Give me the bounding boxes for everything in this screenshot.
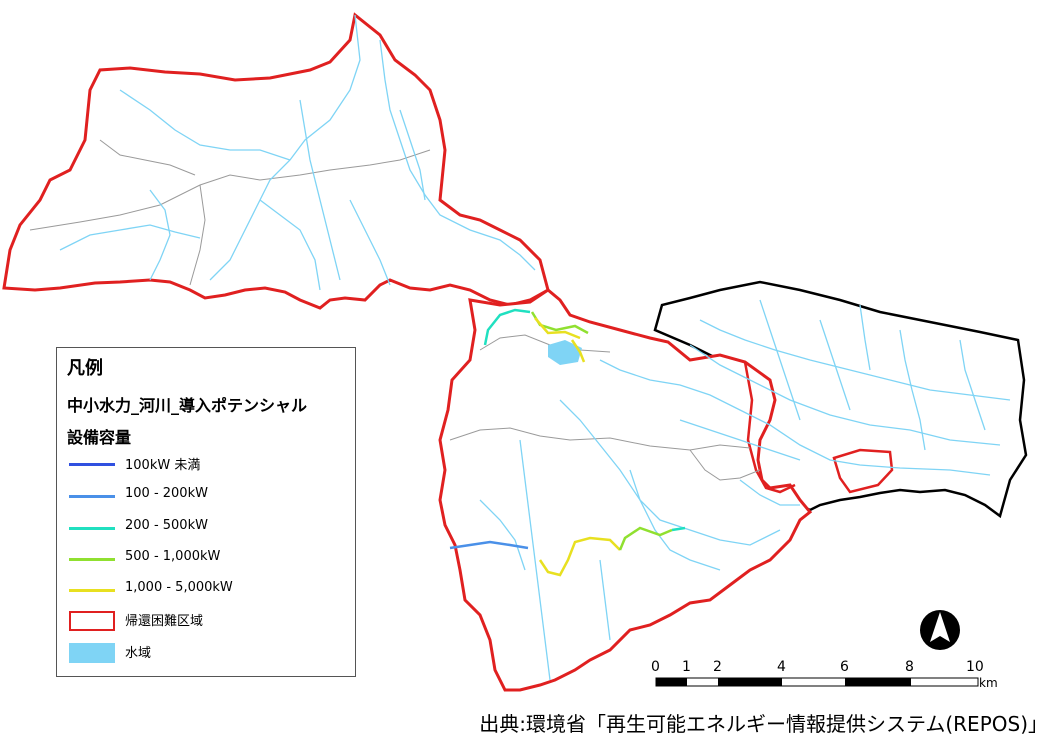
legend-item-100-200kw: 100 - 200kW [65, 486, 350, 506]
restricted-pocket [832, 448, 894, 494]
restricted-inner-line [743, 361, 796, 494]
legend-item-label: 100 - 200kW [125, 486, 208, 501]
potential-segments [449, 308, 686, 577]
scale-label: 1 [682, 659, 691, 675]
west-region-boundary [2, 12, 550, 310]
legend-layer-name: 中小水力_河川_導入ポテンシャル [67, 396, 308, 415]
scale-label: 6 [840, 659, 849, 675]
legend-item-label: 水域 [125, 646, 152, 661]
legend-item-label: 100kW 未満 [125, 458, 201, 473]
scale-label: 0 [651, 659, 660, 675]
legend-item-under-100kw: 100kW 未満 [65, 454, 350, 474]
legend-item-label: 1,000 - 5,000kW [125, 580, 233, 595]
north-arrow-icon [920, 610, 960, 650]
swatch-yellow-line-icon [69, 589, 115, 592]
lake [548, 340, 582, 365]
swatch-green-line-icon [69, 558, 115, 561]
legend: 凡例 中小水力_河川_導入ポテンシャル 設備容量 100kW 未満 100 - … [56, 347, 356, 677]
legend-title: 凡例 [67, 358, 103, 379]
swatch-teal-line-icon [69, 527, 115, 530]
swatch-lightblue-line-icon [69, 495, 115, 498]
legend-item-200-500kw: 200 - 500kW [65, 518, 350, 538]
swatch-water-fill-icon [69, 643, 115, 663]
scale-label: 10 [966, 659, 984, 675]
scale-label: 4 [777, 659, 786, 675]
scale-label: 8 [905, 659, 914, 675]
legend-item-water-area: 水域 [65, 642, 350, 663]
rivers [59, 14, 1011, 681]
legend-item-1000-5000kw: 1,000 - 5,000kW [65, 580, 350, 600]
scale-bar [655, 677, 979, 687]
legend-item-500-1000kw: 500 - 1,000kW [65, 549, 350, 569]
legend-item-label: 帰還困難区域 [125, 614, 204, 629]
swatch-blue-line-icon [69, 463, 115, 466]
legend-item-restricted-zone: 帰還困難区域 [65, 610, 350, 631]
scale-unit: km [979, 676, 998, 690]
legend-item-label: 200 - 500kW [125, 518, 208, 533]
legend-subtitle: 設備容量 [67, 428, 132, 447]
municipal-boundaries [29, 139, 761, 481]
scale-label: 2 [713, 659, 722, 675]
legend-item-label: 500 - 1,000kW [125, 549, 221, 564]
central-region-boundary [438, 288, 813, 692]
source-citation: 出典:環境省「再生可能エネルギー情報提供システム(REPOS)」 [479, 712, 1048, 736]
swatch-red-outline-icon [69, 611, 115, 631]
